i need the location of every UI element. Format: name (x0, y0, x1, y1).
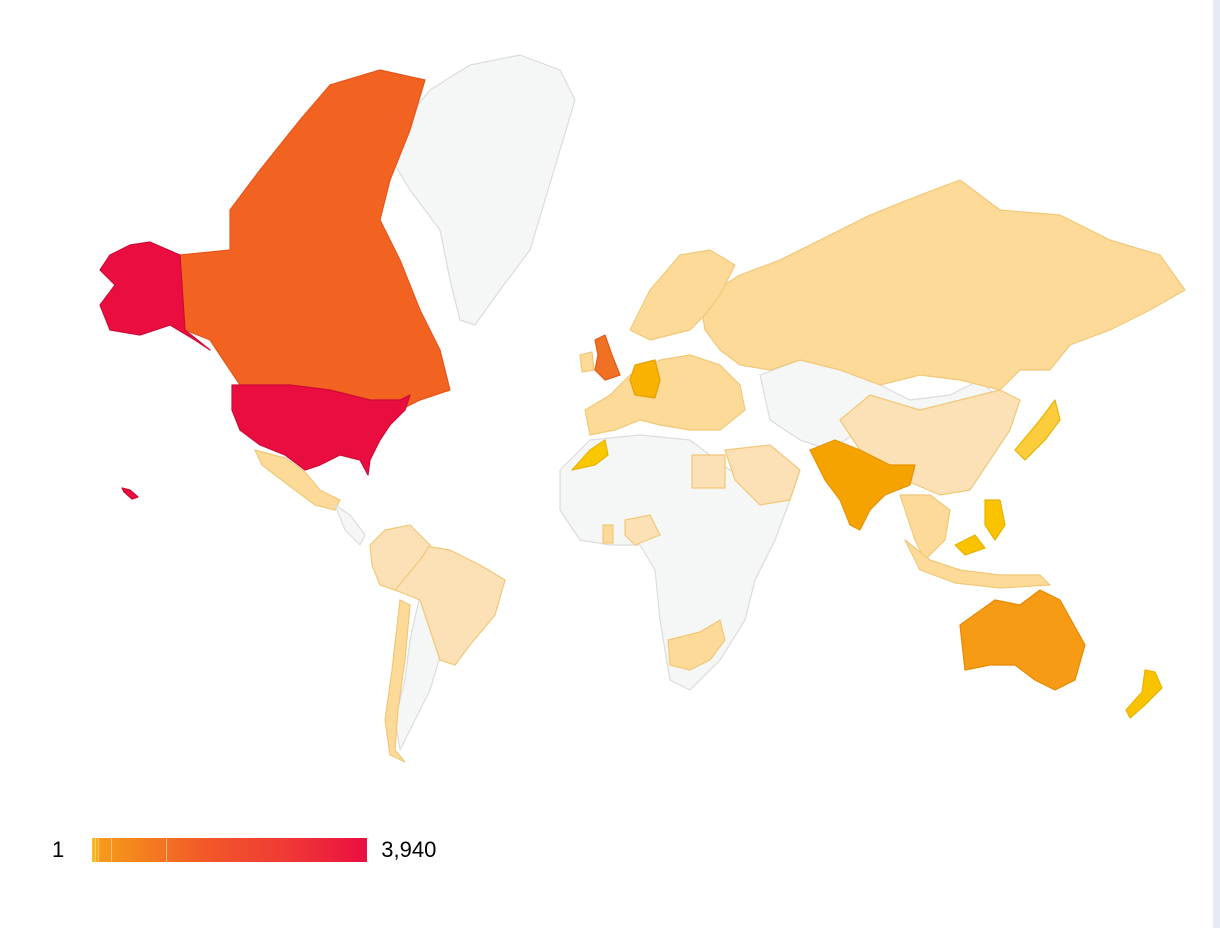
country-brazil[interactable] (384, 544, 506, 666)
legend-max-label: 3,940 (381, 837, 437, 862)
region-scandinavia[interactable] (629, 249, 736, 341)
region-south-america-andes[interactable] (369, 524, 431, 591)
country-canada[interactable] (179, 69, 451, 411)
legend-gradient-bar (92, 838, 368, 862)
scrollbar[interactable] (1213, 0, 1220, 928)
country-united-states-alaska[interactable] (99, 241, 211, 351)
country-united-kingdom[interactable] (594, 334, 621, 381)
legend-tick (166, 838, 168, 862)
country-ireland[interactable] (579, 351, 595, 373)
country-united-states-hawaii[interactable] (121, 487, 139, 500)
country-ghana[interactable] (602, 524, 614, 544)
region-middle-east[interactable] (724, 444, 801, 506)
color-legend: 1 3,940 (52, 836, 436, 864)
country-south-africa[interactable] (667, 619, 726, 671)
country-egypt[interactable] (691, 454, 726, 489)
legend-tick (95, 838, 97, 862)
legend-tick (111, 838, 113, 862)
country-india[interactable] (809, 439, 916, 531)
country-russia[interactable] (699, 179, 1186, 391)
country-greenland[interactable] (389, 54, 576, 326)
country-chile[interactable] (384, 599, 411, 763)
country-germany[interactable] (629, 359, 661, 399)
region-central-america[interactable] (334, 504, 366, 546)
country-philippines[interactable] (984, 499, 1006, 541)
country-united-states[interactable] (231, 384, 411, 476)
country-malaysia[interactable] (954, 534, 986, 556)
country-morocco[interactable] (571, 439, 609, 471)
country-japan[interactable] (1014, 399, 1061, 461)
region-southeast-asia[interactable] (899, 494, 951, 561)
country-nigeria[interactable] (624, 514, 661, 546)
region-africa[interactable] (559, 434, 791, 691)
legend-min-label: 1 (52, 837, 65, 862)
data-regions (99, 69, 1186, 763)
country-mexico[interactable] (254, 449, 341, 511)
legend-tick (98, 838, 100, 862)
country-new-zealand[interactable] (1125, 669, 1163, 719)
country-australia[interactable] (959, 589, 1086, 691)
country-indonesia[interactable] (904, 539, 1051, 589)
